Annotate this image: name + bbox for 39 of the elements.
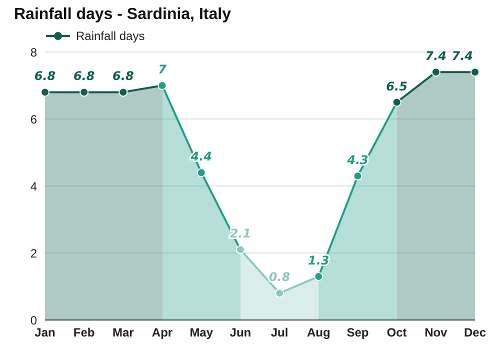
y-tick-label: 2: [30, 246, 38, 260]
y-tick-label: 0: [30, 313, 38, 328]
data-label: 0.8: [268, 270, 290, 284]
point: [275, 288, 284, 298]
point: [158, 81, 167, 90]
x-tick-label: Oct: [386, 326, 407, 340]
point: [470, 68, 480, 77]
x-tick-label: Jun: [230, 326, 252, 340]
x-tick-label: Nov: [424, 326, 448, 340]
point: [431, 68, 440, 77]
data-label: 7.4: [425, 49, 447, 64]
x-tick-label: Feb: [73, 326, 95, 340]
x-tick-label: Jan: [34, 326, 56, 340]
x-tick-label: May: [190, 326, 214, 340]
legend-label: Rainfall days: [76, 29, 145, 43]
data-label: 7: [158, 62, 168, 76]
x-tick-label: Dec: [464, 326, 486, 340]
x-tick-label: Sep: [346, 326, 369, 340]
point: [80, 88, 89, 97]
point: [314, 272, 324, 281]
data-label: 6.8: [73, 69, 95, 84]
x-tick-label: Aug: [306, 326, 330, 340]
y-tick-label: 8: [30, 45, 38, 60]
point: [118, 88, 128, 97]
x-tick-label: Jul: [270, 326, 288, 340]
point: [353, 171, 362, 180]
point: [392, 98, 402, 107]
data-label: 6.8: [112, 69, 134, 84]
point: [236, 245, 245, 254]
x-tick-label: Mar: [112, 326, 134, 340]
data-label: 7.4: [452, 49, 473, 64]
point: [40, 88, 50, 97]
y-tick-label: 6: [30, 112, 38, 126]
point: [196, 168, 206, 178]
x-tick-label: Apr: [152, 326, 173, 340]
data-label: 6.8: [34, 69, 56, 84]
y-tick-label: 4: [30, 179, 38, 194]
chart-title: Rainfall days - Sardinia, Italy: [14, 6, 231, 24]
data-label: 6.5: [386, 79, 408, 94]
